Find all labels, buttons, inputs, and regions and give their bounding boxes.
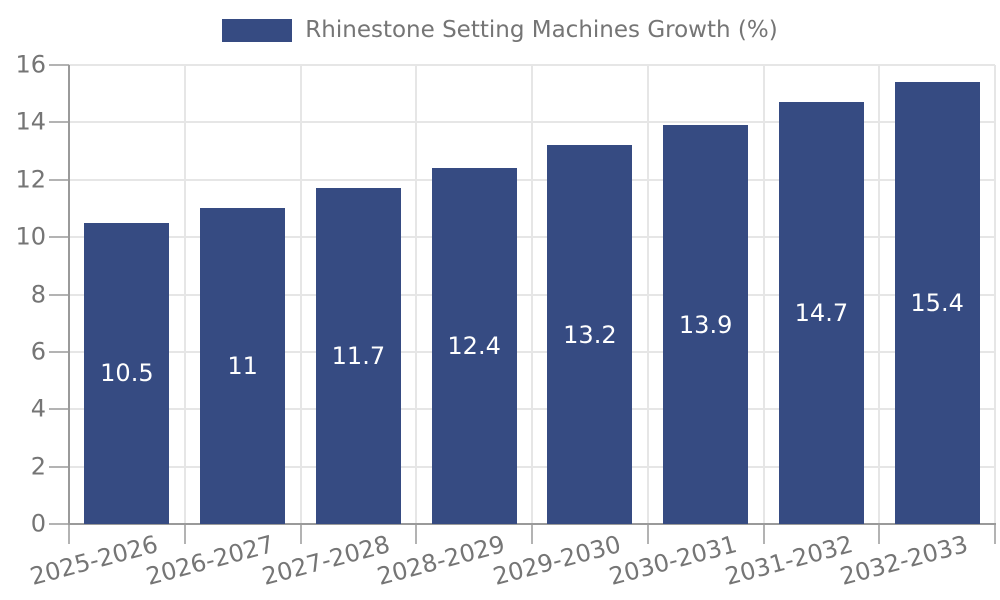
x-tick-mark xyxy=(878,524,881,544)
x-tick-mark xyxy=(415,524,418,544)
bar[interactable] xyxy=(778,102,864,524)
bar-value-label: 13.2 xyxy=(563,320,617,349)
bar[interactable] xyxy=(663,125,749,524)
y-axis-tick-label: 12 xyxy=(15,165,46,194)
x-axis-line xyxy=(68,523,996,525)
y-axis-tick-label: 2 xyxy=(30,452,46,481)
bar-value-label: 11.7 xyxy=(331,342,386,371)
y-axis-tick-label: 10 xyxy=(15,222,46,251)
bar[interactable] xyxy=(547,145,633,524)
x-tick-mark xyxy=(68,524,70,544)
legend-swatch xyxy=(222,19,293,43)
bar[interactable] xyxy=(200,208,286,524)
bar[interactable] xyxy=(894,82,980,524)
x-axis-tick-label: 2030-2031 xyxy=(605,530,740,591)
bar-value-label: 15.4 xyxy=(910,289,964,318)
y-tick-mark xyxy=(49,465,69,468)
y-axis-tick-label: 6 xyxy=(30,337,46,366)
x-gridline xyxy=(183,65,186,524)
x-gridline xyxy=(415,65,418,524)
x-axis-tick-label: 2032-2033 xyxy=(837,530,972,591)
bar-value-label: 11 xyxy=(227,352,258,381)
legend-label: Rhinestone Setting Machines Growth (%) xyxy=(305,17,778,43)
x-axis-tick-label: 2028-2029 xyxy=(374,530,509,591)
x-axis-tick-label: 2026-2027 xyxy=(142,530,277,591)
x-axis-tick-label: 2029-2030 xyxy=(490,530,624,591)
x-tick-mark xyxy=(299,524,302,544)
x-axis-tick-label: 2027-2028 xyxy=(258,530,393,591)
x-gridline xyxy=(299,65,302,524)
x-axis-tick-label: 2025-2026 xyxy=(27,530,161,591)
x-tick-mark xyxy=(183,524,186,544)
bar-value-label: 14.7 xyxy=(794,299,849,328)
chart-legend[interactable]: Rhinestone Setting Machines Growth (%) xyxy=(0,17,1000,45)
y-axis-tick-label: 14 xyxy=(15,107,46,136)
x-gridline xyxy=(878,65,881,524)
y-tick-mark xyxy=(49,121,69,124)
y-tick-mark xyxy=(49,523,69,525)
y-axis-line xyxy=(68,65,70,524)
y-axis-tick-label: 16 xyxy=(15,50,46,79)
x-gridline xyxy=(531,65,533,524)
y-tick-mark xyxy=(49,178,69,181)
y-tick-mark xyxy=(49,64,69,66)
y-axis-tick-label: 4 xyxy=(30,394,46,423)
bar-value-label: 10.5 xyxy=(100,359,154,388)
x-tick-mark xyxy=(646,524,649,544)
y-tick-mark xyxy=(49,293,69,296)
bar-value-label: 12.4 xyxy=(447,332,501,361)
x-gridline xyxy=(646,65,649,524)
y-tick-mark xyxy=(49,350,69,353)
bar[interactable] xyxy=(315,188,401,524)
x-tick-mark xyxy=(994,524,996,544)
x-axis-tick-label: 2031-2032 xyxy=(721,530,856,591)
y-tick-mark xyxy=(49,408,69,411)
x-tick-mark xyxy=(762,524,765,544)
y-tick-mark xyxy=(49,236,69,239)
bar-value-label: 13.9 xyxy=(678,310,733,339)
y-axis-tick-label: 8 xyxy=(30,280,46,309)
y-axis-tick-label: 0 xyxy=(30,509,46,538)
x-gridline xyxy=(762,65,765,524)
x-tick-mark xyxy=(531,524,533,544)
bar[interactable] xyxy=(84,222,170,524)
x-gridline xyxy=(994,65,996,524)
bar[interactable] xyxy=(431,168,517,524)
